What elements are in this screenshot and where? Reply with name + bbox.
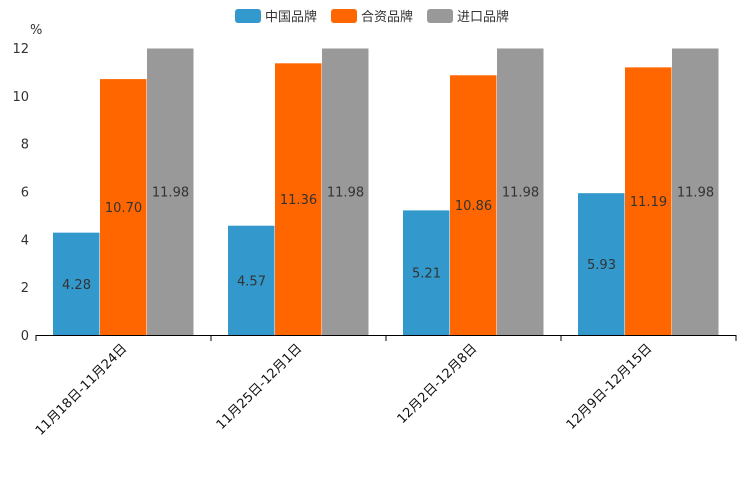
legend-swatch [331, 9, 358, 23]
y-tick-label: 2 [21, 281, 29, 296]
y-tick-label: 4 [21, 233, 29, 248]
legend-item-2[interactable]: 合资品牌 [331, 9, 413, 25]
data-label: 10.70 [105, 201, 142, 216]
bar-2-2 [275, 63, 322, 335]
x-tick-label: 11月18日-11月24日 [33, 341, 130, 438]
data-label: 11.98 [502, 186, 539, 201]
bar-1-4 [578, 193, 625, 335]
legend-label: 合资品牌 [361, 9, 413, 25]
data-label: 11.36 [280, 193, 317, 208]
legend-item-3[interactable]: 进口品牌 [427, 9, 509, 25]
y-axis: 0 2 4 6 8 10 12 [12, 42, 29, 344]
y-tick-label: 6 [21, 186, 29, 201]
data-label: 11.98 [152, 186, 189, 201]
y-tick-label: 10 [12, 90, 29, 105]
y-tick-label: 8 [21, 138, 29, 153]
y-tick-label: 0 [21, 329, 29, 344]
bar-3-1 [147, 48, 194, 335]
x-tick-label: 12月9日-12月15日 [564, 341, 656, 433]
data-label: 11.19 [630, 195, 667, 210]
bar-2-1 [100, 79, 147, 335]
bar-3-3 [497, 48, 544, 335]
data-label: 10.86 [455, 199, 492, 214]
x-tick-label: 12月2日-12月8日 [395, 341, 481, 427]
legend-label: 进口品牌 [457, 9, 509, 25]
bar-2-4 [625, 67, 672, 335]
bar-3-2 [322, 48, 369, 335]
bars: 4.28 10.70 11.98 4.57 11.36 11.98 5.21 10.86 11.… [53, 48, 719, 335]
data-label: 5.93 [587, 258, 616, 273]
legend: 中国品牌 合资品牌 进口品牌 [235, 9, 509, 25]
data-label: 11.98 [677, 186, 714, 201]
x-axis: 11月18日-11月24日 11月25日-12月1日 12月2日-12月8日 12月9… [33, 335, 737, 439]
bar-1-3 [403, 210, 450, 335]
x-tick-label: 11月25日-12月1日 [214, 341, 306, 433]
legend-swatch [427, 9, 454, 23]
data-label: 4.28 [62, 278, 91, 293]
legend-swatch [235, 9, 261, 23]
bar-3-4 [672, 48, 719, 335]
y-axis-label: % [30, 23, 42, 38]
legend-label: 中国品牌 [265, 9, 317, 25]
data-label: 11.98 [327, 186, 364, 201]
data-label: 4.57 [237, 274, 266, 289]
bar-1-1 [53, 232, 100, 335]
data-label: 5.21 [412, 267, 441, 282]
y-tick-label: 12 [12, 42, 29, 57]
bar-1-2 [228, 225, 275, 335]
bar-2-3 [450, 75, 497, 335]
legend-item-1[interactable]: 中国品牌 [235, 9, 317, 25]
